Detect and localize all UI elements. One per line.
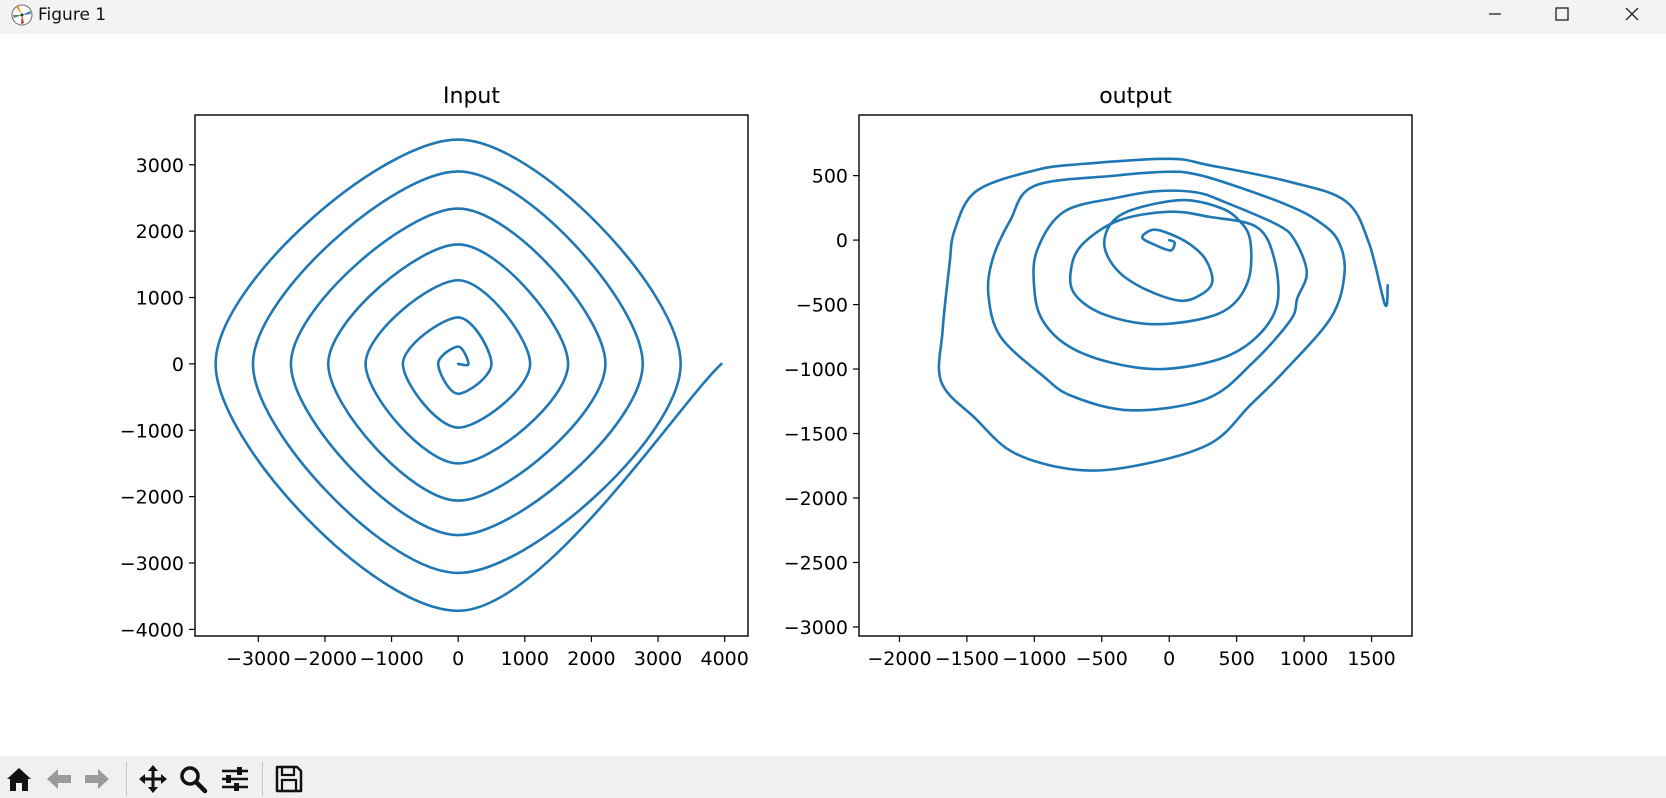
home-icon (7, 768, 31, 791)
matplotlib-icon (11, 4, 33, 26)
x-tick-label: −1000 (359, 648, 423, 670)
minimize-icon (1489, 13, 1501, 15)
home-button[interactable] (2, 762, 36, 796)
x-tick-label: −500 (1076, 648, 1128, 670)
x-tick-label: 3000 (634, 648, 682, 670)
y-tick-label: −2500 (784, 552, 848, 574)
x-tick-label: −1500 (935, 648, 999, 670)
y-tick-label: −4000 (120, 619, 184, 641)
back-button[interactable] (42, 762, 76, 796)
save-icon (275, 765, 303, 793)
zoom-button[interactable] (176, 762, 210, 796)
x-tick-label: 1000 (1280, 648, 1328, 670)
y-tick-label: −3000 (120, 553, 184, 575)
axes-frame (858, 114, 1413, 637)
y-tick-label: −1000 (120, 420, 184, 442)
x-tick-label: 0 (452, 648, 464, 670)
configure-subplots-icon (222, 767, 248, 791)
y-tick-label: −500 (796, 295, 848, 317)
subplot-2: output−2000 −1500 −1000 −500 0 500 1000 1500−30… (784, 84, 1413, 670)
toolbar-separator (126, 762, 127, 796)
y-tick-label: 1000 (136, 288, 184, 310)
x-tick-label: 500 (1219, 648, 1255, 670)
close-button[interactable] (1597, 0, 1666, 28)
x-tick-label: −2000 (867, 648, 931, 670)
x-tick-label: 2000 (567, 648, 615, 670)
subplot-title: output (1099, 84, 1172, 109)
pan-icon (139, 765, 167, 793)
x-tick-label: −1000 (1002, 648, 1066, 670)
navigation-toolbar (0, 756, 1666, 798)
y-tick-label: 3000 (136, 155, 184, 177)
configure-subplots-button[interactable] (218, 762, 252, 796)
x-tick-label: 1000 (501, 648, 549, 670)
back-arrow-icon (47, 769, 71, 789)
data-line (937, 157, 1390, 472)
subplot-title: Input (443, 84, 500, 109)
window-titlebar: Figure 1 (0, 0, 1666, 34)
data-line (214, 138, 723, 613)
maximize-button[interactable] (1527, 0, 1597, 28)
minimize-button[interactable] (1460, 0, 1530, 28)
window-title: Figure 1 (38, 5, 107, 25)
y-tick-label: 0 (172, 354, 184, 376)
y-tick-label: 500 (812, 166, 848, 188)
figure-canvas[interactable]: Input −3000 −2000 −1000 0 1000 2000 3000 4000 −40… (0, 34, 1666, 756)
save-button[interactable] (272, 762, 306, 796)
close-icon (1625, 7, 1639, 21)
y-tick-label: −1500 (784, 424, 848, 446)
x-tick-label: 4000 (701, 648, 749, 670)
y-tick-label: −2000 (784, 488, 848, 510)
subplot-1: Input−3000 −2000 −1000 0 1000 2000 3000 4000−40… (120, 84, 749, 670)
x-tick-label: −2000 (293, 648, 357, 670)
forward-button[interactable] (80, 762, 114, 796)
zoom-icon (180, 766, 208, 794)
y-tick-label: 0 (836, 230, 848, 252)
y-tick-label: −3000 (784, 617, 848, 639)
x-tick-label: 1500 (1347, 648, 1395, 670)
axes-frame (194, 114, 749, 637)
x-tick-label: −3000 (226, 648, 290, 670)
y-tick-label: 2000 (136, 221, 184, 243)
maximize-icon (1555, 7, 1569, 21)
y-tick-label: −1000 (784, 359, 848, 381)
y-tick-label: −2000 (120, 487, 184, 509)
forward-arrow-icon (85, 769, 109, 789)
figure-svg: Input−3000 −2000 −1000 0 1000 2000 3000 4000−40… (120, 84, 1413, 670)
pan-button[interactable] (136, 762, 170, 796)
x-tick-label: 0 (1163, 648, 1175, 670)
toolbar-separator (262, 762, 263, 796)
